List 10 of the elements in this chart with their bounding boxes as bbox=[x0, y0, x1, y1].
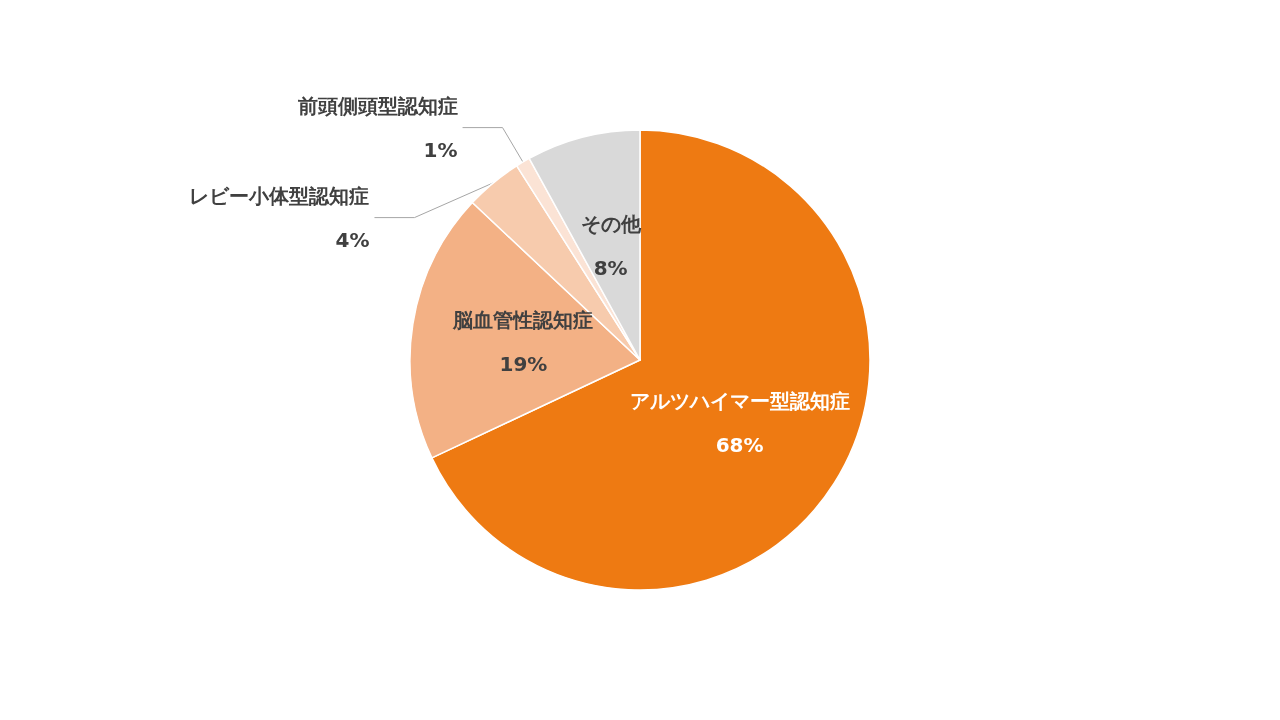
data-label: 4% bbox=[335, 227, 370, 252]
data-label: 19% bbox=[499, 351, 548, 376]
data-label: 8% bbox=[593, 255, 628, 280]
data-label: 1% bbox=[423, 137, 458, 162]
slice-label: 脳血管性認知症 bbox=[452, 307, 594, 332]
data-label: 68% bbox=[715, 433, 764, 458]
slice-label: 前頭側頭型認知症 bbox=[296, 93, 458, 118]
slice-label: レビー小体型認知症 bbox=[189, 183, 370, 208]
slice-label: アルツハイマー型認知症 bbox=[629, 389, 850, 414]
slice-label: その他 bbox=[580, 211, 642, 236]
